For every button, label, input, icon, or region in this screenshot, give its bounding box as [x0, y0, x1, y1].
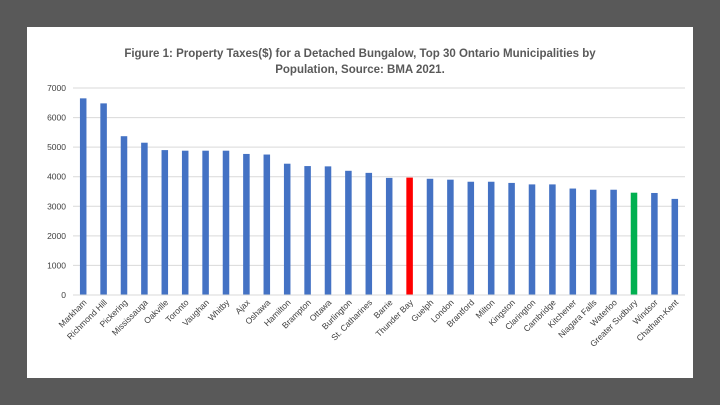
- bar: [426, 178, 434, 295]
- bar: [406, 177, 413, 295]
- x-tick-label: Whitby: [206, 297, 232, 323]
- y-tick-label: 5000: [47, 142, 66, 152]
- y-tick-label: 0: [61, 290, 66, 300]
- bar: [610, 189, 617, 295]
- y-tick-label: 2000: [47, 231, 66, 241]
- y-tick-label: 1000: [47, 260, 66, 270]
- y-tick-label: 7000: [47, 83, 66, 93]
- gridlines: [73, 87, 685, 266]
- bar: [120, 136, 128, 295]
- bar: [508, 182, 515, 295]
- bar: [283, 163, 291, 295]
- bar: [487, 181, 495, 295]
- bar: [385, 177, 393, 295]
- bar: [141, 142, 148, 295]
- bar: [569, 188, 577, 295]
- bar: [630, 192, 638, 295]
- bar: [243, 153, 250, 295]
- bars: [79, 98, 679, 296]
- bar: [304, 166, 311, 295]
- y-tick-label: 6000: [47, 113, 66, 123]
- bar-chart: Figure 1: Property Taxes($) for a Detach…: [47, 48, 685, 349]
- bar: [202, 150, 209, 295]
- bar: [467, 181, 475, 295]
- bar: [651, 192, 658, 295]
- y-axis-ticks: 0 1000 2000 3000 4000 5000 6000 7000: [47, 83, 66, 300]
- slide-panel: Figure 1: Property Taxes($) for a Detach…: [27, 27, 693, 378]
- bar: [549, 184, 556, 295]
- bar: [181, 150, 189, 295]
- bar: [365, 172, 373, 295]
- y-tick-label: 3000: [47, 201, 66, 211]
- y-tick-label: 4000: [47, 172, 66, 182]
- bar: [528, 184, 536, 295]
- bar: [222, 150, 230, 295]
- bar: [345, 170, 352, 295]
- bar: [79, 98, 87, 295]
- bar: [263, 154, 271, 295]
- bar: [671, 198, 679, 295]
- chart-title-line-2: Population, Source: BMA 2021.: [275, 64, 445, 76]
- bar: [324, 166, 332, 295]
- bar: [589, 189, 597, 295]
- bar: [161, 150, 169, 295]
- bar: [447, 179, 454, 295]
- chart-title-line-1: Figure 1: Property Taxes($) for a Detach…: [124, 48, 596, 60]
- bar: [100, 103, 107, 296]
